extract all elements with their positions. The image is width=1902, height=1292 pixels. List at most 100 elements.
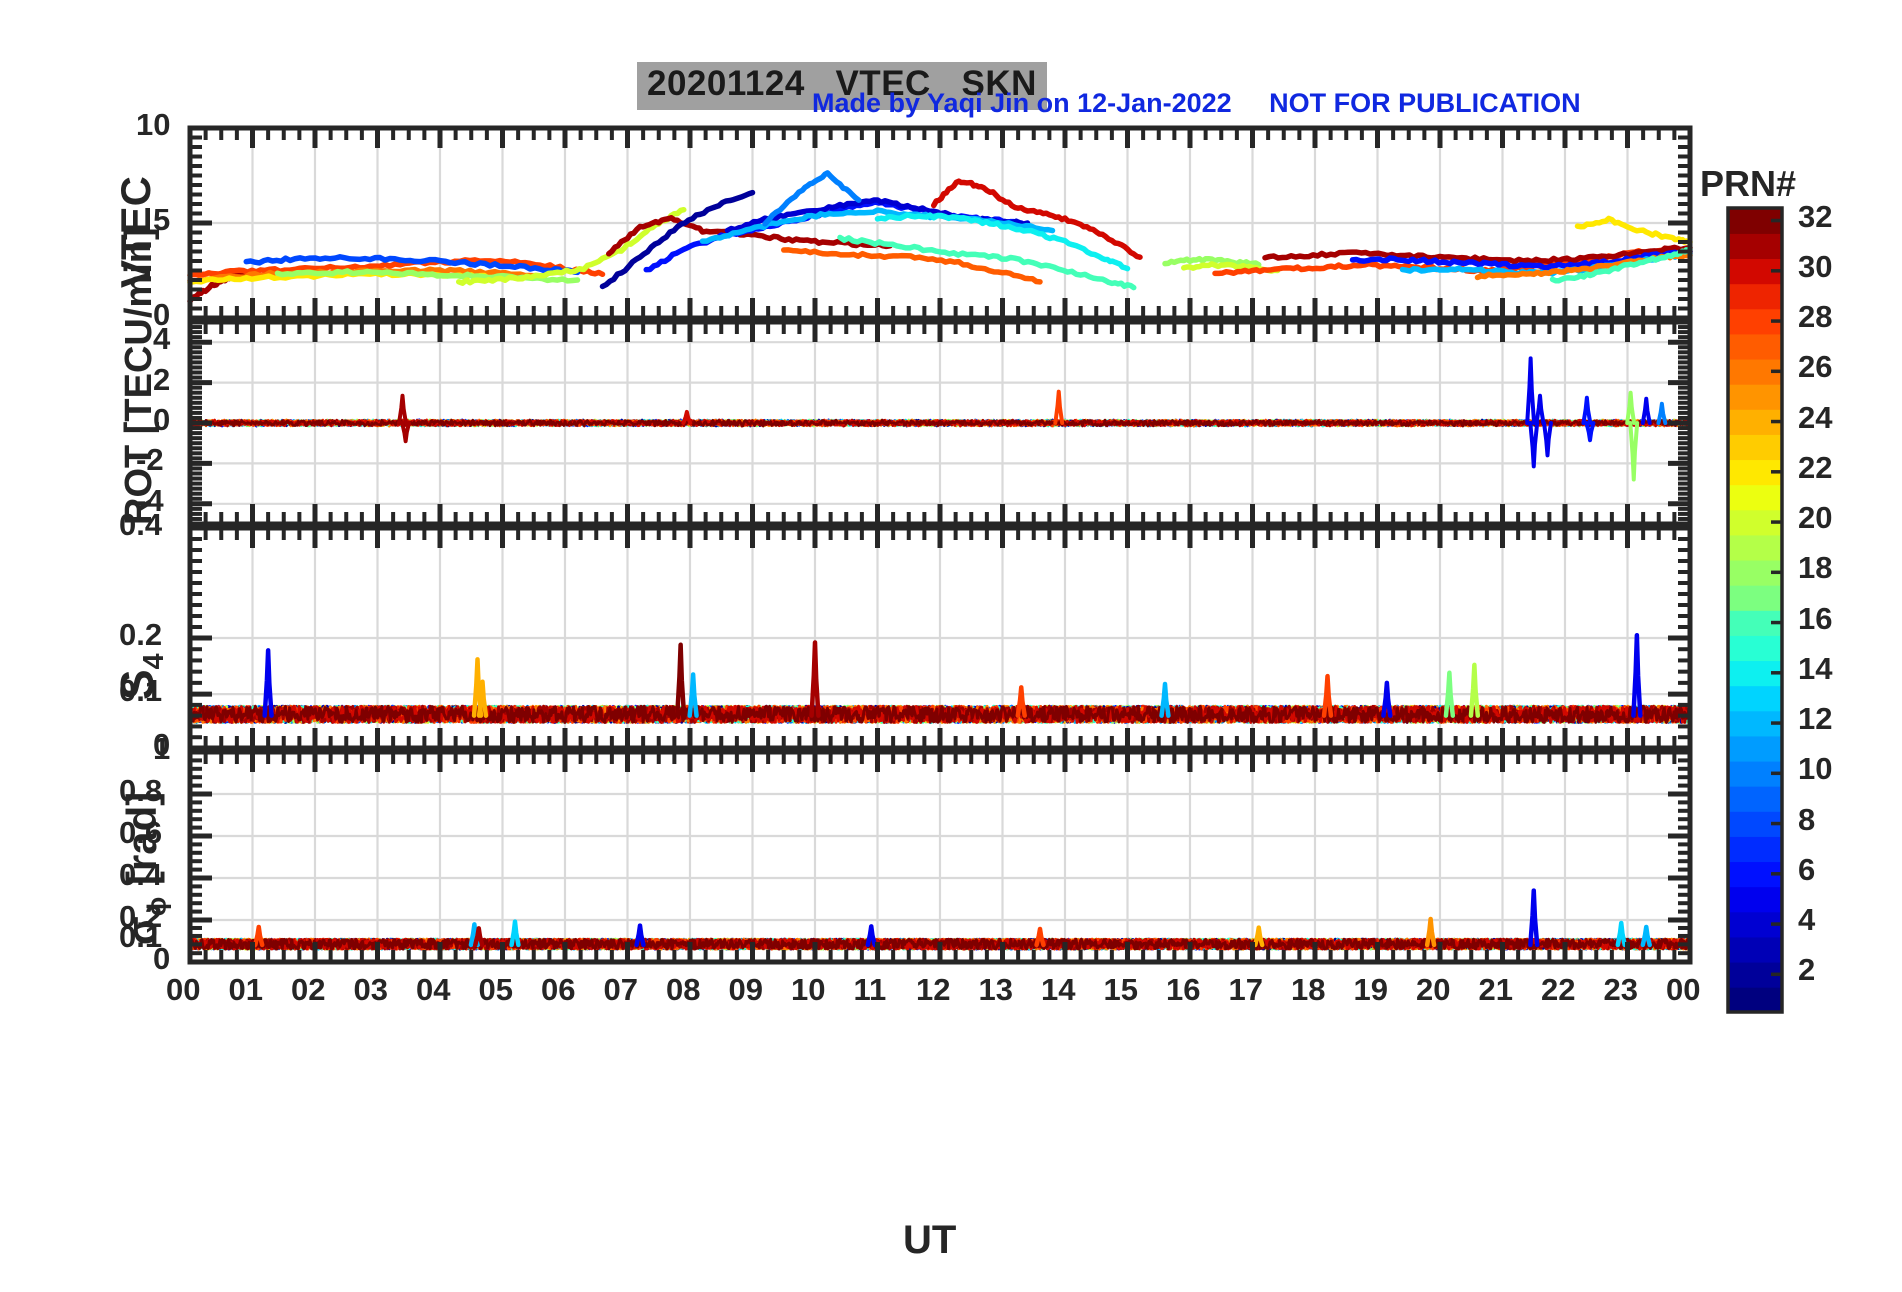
xtick-label-5: 05: [478, 972, 513, 1007]
xtick-label-21: 21: [1478, 972, 1513, 1007]
ytick-label-rot-2: 0: [153, 402, 171, 437]
colorbar-band-3: [1728, 936, 1782, 963]
colorbar-band-11: [1728, 735, 1782, 762]
xlabel-ut: UT: [903, 1218, 957, 1262]
spike-prn5: [1525, 356, 1537, 425]
spike-prn5: [1528, 421, 1540, 469]
trace-prn32: [188, 418, 1692, 428]
colorbar-tick-label-8: 8: [1798, 801, 1816, 837]
colorbar-tick-label-6: 6: [1798, 851, 1816, 887]
vtec-trace-prn6: [1349, 248, 1693, 271]
spike-prn13: [1615, 920, 1627, 948]
xtick-label-17: 17: [1228, 972, 1263, 1007]
spike-prn10: [1656, 401, 1668, 425]
xtick-label-15: 15: [1103, 972, 1138, 1007]
xtick-label-18: 18: [1291, 972, 1326, 1007]
vtec-trace-prn2: [599, 189, 756, 290]
spike-prn5: [1631, 633, 1643, 718]
colorbar-tick-label-24: 24: [1798, 399, 1833, 435]
ytick-label-sigma_phi-0: 0: [153, 941, 171, 976]
xtick-label-24: 00: [1666, 972, 1701, 1007]
ytick-label-s4-2: 0.2: [119, 617, 163, 652]
colorbar-band-21: [1728, 484, 1782, 511]
xtick-label-14: 14: [1041, 972, 1076, 1007]
spike-prn5: [1381, 680, 1393, 718]
ytick-label-sigma_phi-6: 1: [153, 731, 171, 766]
colorbar-tick-label-2: 2: [1798, 952, 1816, 988]
axes-vtec: [187, 125, 1693, 321]
vtec-trace-prn22: [1574, 215, 1693, 245]
xtick-label-20: 20: [1416, 972, 1451, 1007]
ytick-label-rot-0: -4: [136, 482, 164, 518]
vtec-trace-prn27: [781, 247, 1043, 285]
colorbar-band-19: [1728, 534, 1782, 561]
colorbar: [1726, 206, 1784, 1014]
xtick-label-8: 08: [666, 972, 701, 1007]
trace-prn32: [189, 704, 1692, 724]
ytick-label-sigma_phi-5: 0.8: [119, 773, 163, 808]
colorbar-tick-label-18: 18: [1798, 550, 1833, 586]
vtec-trace-prn30: [931, 178, 1143, 260]
spike-prn5: [1534, 393, 1546, 425]
colorbar-band-29: [1728, 283, 1782, 310]
xtick-label-11: 11: [853, 972, 887, 1007]
spike-prn28: [253, 924, 265, 948]
ytick-label-vtec-0: 0: [153, 297, 171, 332]
colorbar-tick-label-14: 14: [1798, 650, 1833, 686]
colorbar-tick-label-4: 4: [1798, 902, 1816, 938]
spike-prn28: [1321, 673, 1334, 718]
spike-prn5: [262, 648, 274, 718]
spike-prn31: [400, 421, 412, 444]
xtick-label-10: 10: [791, 972, 826, 1007]
spike-prn31: [397, 393, 408, 425]
ytick-label-s4-3: 0.4: [119, 507, 163, 542]
ytick-label-sigma_phi-1: 0.1: [119, 918, 163, 954]
axes-sigma_phi: [187, 749, 1693, 965]
xtick-label-23: 23: [1603, 972, 1638, 1007]
series-group-rot: [188, 356, 1692, 482]
spike-prn12: [1640, 924, 1652, 948]
ytick-label-rot-3: 2: [153, 361, 171, 397]
xtick-label-0: 00: [166, 972, 201, 1007]
spike-prn17: [1443, 670, 1456, 718]
ytick-label-s4-1: 0.1: [119, 673, 163, 709]
colorbar-band-31: [1728, 233, 1782, 260]
spike-prn25: [1424, 916, 1437, 948]
vtec-trace-prn20: [456, 206, 687, 286]
ylabel-s4: S4: [111, 653, 171, 700]
spike-prn28: [1015, 685, 1027, 718]
colorbar-band-23: [1728, 434, 1782, 461]
spike-prn6: [1584, 421, 1596, 443]
xtick-label-6: 06: [541, 972, 576, 1007]
xtick-label-2: 02: [291, 972, 326, 1007]
ytick-label-rot-1: -2: [136, 442, 164, 478]
spike-prn5: [865, 924, 877, 948]
spike-prn30: [681, 409, 693, 425]
spike-prn12: [687, 672, 699, 718]
vtec-trace-prn31: [1262, 244, 1693, 265]
series-group-vtec: [187, 170, 1693, 305]
spike-prn6: [1581, 395, 1593, 425]
spike-prn28: [1053, 389, 1065, 425]
spike-prn19: [1468, 662, 1481, 718]
colorbar-band-9: [1728, 785, 1782, 812]
xtick-label-1: 01: [228, 972, 263, 1007]
spike-prn18: [1625, 390, 1637, 425]
colorbar-frame: [1726, 206, 1784, 1014]
watermark-text: Made by Yaqi Jin on 12-Jan-2022 NOT FOR …: [812, 88, 1581, 118]
spike-prn31: [473, 926, 485, 948]
ytick-label-sigma_phi-4: 0.6: [119, 815, 163, 850]
xtick-label-3: 03: [353, 972, 388, 1007]
spike-prn24: [476, 679, 489, 718]
colorbar-tick-label-12: 12: [1798, 701, 1833, 737]
spike-prn5: [634, 923, 646, 948]
xtick-label-4: 04: [416, 972, 451, 1007]
colorbar-band-13: [1728, 685, 1782, 712]
spike-prn13: [509, 919, 521, 948]
colorbar-tick-label-16: 16: [1798, 600, 1833, 636]
ytick-label-vtec-2: 10: [136, 107, 171, 142]
ytick-label-s4-0: 0: [153, 727, 171, 762]
ytick-label-sigma_phi-2: 0.2: [119, 899, 163, 934]
